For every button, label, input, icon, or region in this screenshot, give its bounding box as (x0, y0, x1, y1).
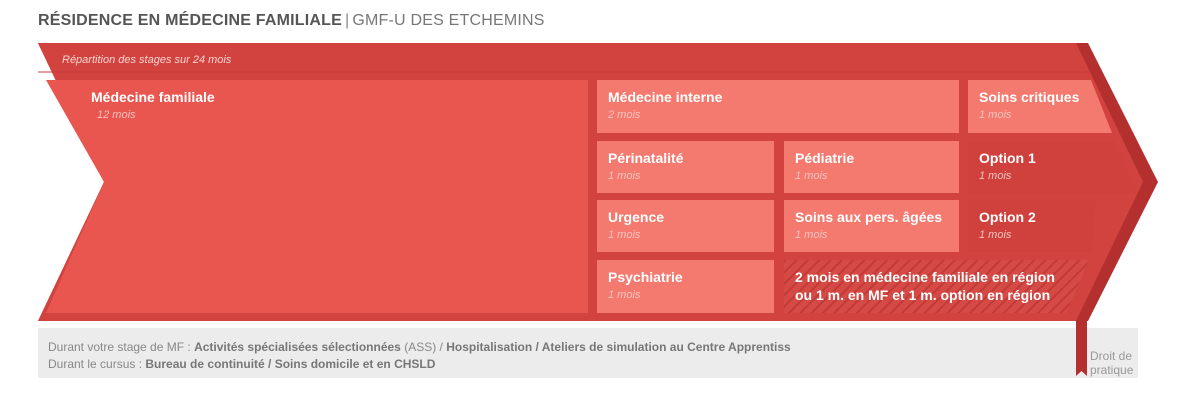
cell-option1: Option 1 1 mois (968, 141, 1118, 193)
cell-soins-critiques-shape (968, 80, 1112, 133)
cell-duration: 1 mois (979, 109, 1012, 121)
footer-bar (38, 328, 1138, 378)
cell-psychiatrie: Psychiatrie 1 mois (597, 260, 774, 313)
cell-duration: 1 mois (795, 170, 828, 182)
footer-line1-prefix: Durant votre stage de MF : (48, 340, 195, 354)
cell-option2: Option 2 1 mois (968, 200, 1118, 252)
cell-perinatalite: Périnatalité 1 mois (597, 141, 774, 193)
end-marker-line1: Droit de (1090, 349, 1133, 363)
cell-soins-critiques: Soins critiques 1 mois (968, 80, 1108, 133)
block-medecine-familiale (46, 80, 588, 313)
cell-region-shape (784, 260, 1089, 313)
title-sub: GMF-U DES ETCHEMINS (352, 12, 545, 29)
footer-line1-b: (ASS) / (400, 340, 447, 354)
cell-name: Psychiatrie (608, 269, 683, 285)
end-marker-label: Droit de pratique (1090, 349, 1133, 377)
page-title: RÉSIDENCE EN MÉDECINE FAMILIALE | GMF-U DE… (38, 12, 545, 30)
footer-line2-prefix: Durant le cursus : (48, 357, 146, 371)
cell-duration: 1 mois (608, 170, 641, 182)
cell-name: Pédiatrie (795, 150, 855, 166)
footer-text: Durant votre stage de MF : Activités spé… (48, 339, 791, 373)
cell-duration: 1 mois (979, 170, 1012, 182)
cell-medecine-familiale: Médecine familiale 12 mois (80, 80, 580, 140)
cell-duration: 1 mois (795, 229, 828, 241)
cell-option1-shape (968, 141, 1138, 193)
title-main: RÉSIDENCE EN MÉDECINE FAMILIALE (38, 12, 343, 29)
footer-line2-bold: Bureau de continuité / Soins domicile et… (145, 357, 436, 371)
cell-name: Médecine familiale (91, 89, 215, 105)
cell-duration: 2 mois (608, 109, 641, 121)
end-marker-line2: pratique (1090, 363, 1134, 377)
cell-option2-shape (968, 200, 1096, 252)
banner-label: Répartition des stages sur 24 mois (62, 54, 232, 66)
cell-name: Option 1 (979, 150, 1036, 166)
cell-duration: 1 mois (608, 229, 641, 241)
cell-name: Soins critiques (979, 89, 1080, 105)
region-line1: 2 mois en médecine familiale en région (795, 269, 1055, 285)
cell-region: 2 mois en médecine familiale en région o… (784, 260, 1084, 313)
cell-duration: 1 mois (979, 229, 1012, 241)
cell-name: Soins aux pers. âgées (795, 209, 943, 225)
footer-line2: Durant le cursus : Bureau de continuité … (48, 356, 791, 373)
region-line2: ou 1 m. en MF et 1 m. option en région (795, 287, 1051, 303)
cell-name: Périnatalité (608, 150, 684, 166)
footer-line1-c: Hospitalisation / Ateliers de simulation… (446, 340, 791, 354)
cell-name: Médecine interne (608, 89, 723, 105)
cell-duration: 12 mois (97, 109, 136, 121)
cell-name: Option 2 (979, 209, 1036, 225)
cell-medecine-interne: Médecine interne 2 mois (597, 80, 959, 133)
title-separator: | (345, 12, 350, 29)
footer-line1: Durant votre stage de MF : Activités spé… (48, 339, 791, 356)
cell-urgence: Urgence 1 mois (597, 200, 774, 252)
cell-soins-ages: Soins aux pers. âgées 1 mois (784, 200, 959, 252)
cell-name: Urgence (608, 209, 665, 225)
cell-duration: 1 mois (608, 289, 641, 301)
cell-pediatrie: Pédiatrie 1 mois (784, 141, 959, 193)
footer-line1-a: Activités spécialisées sélectionnées (194, 340, 401, 354)
